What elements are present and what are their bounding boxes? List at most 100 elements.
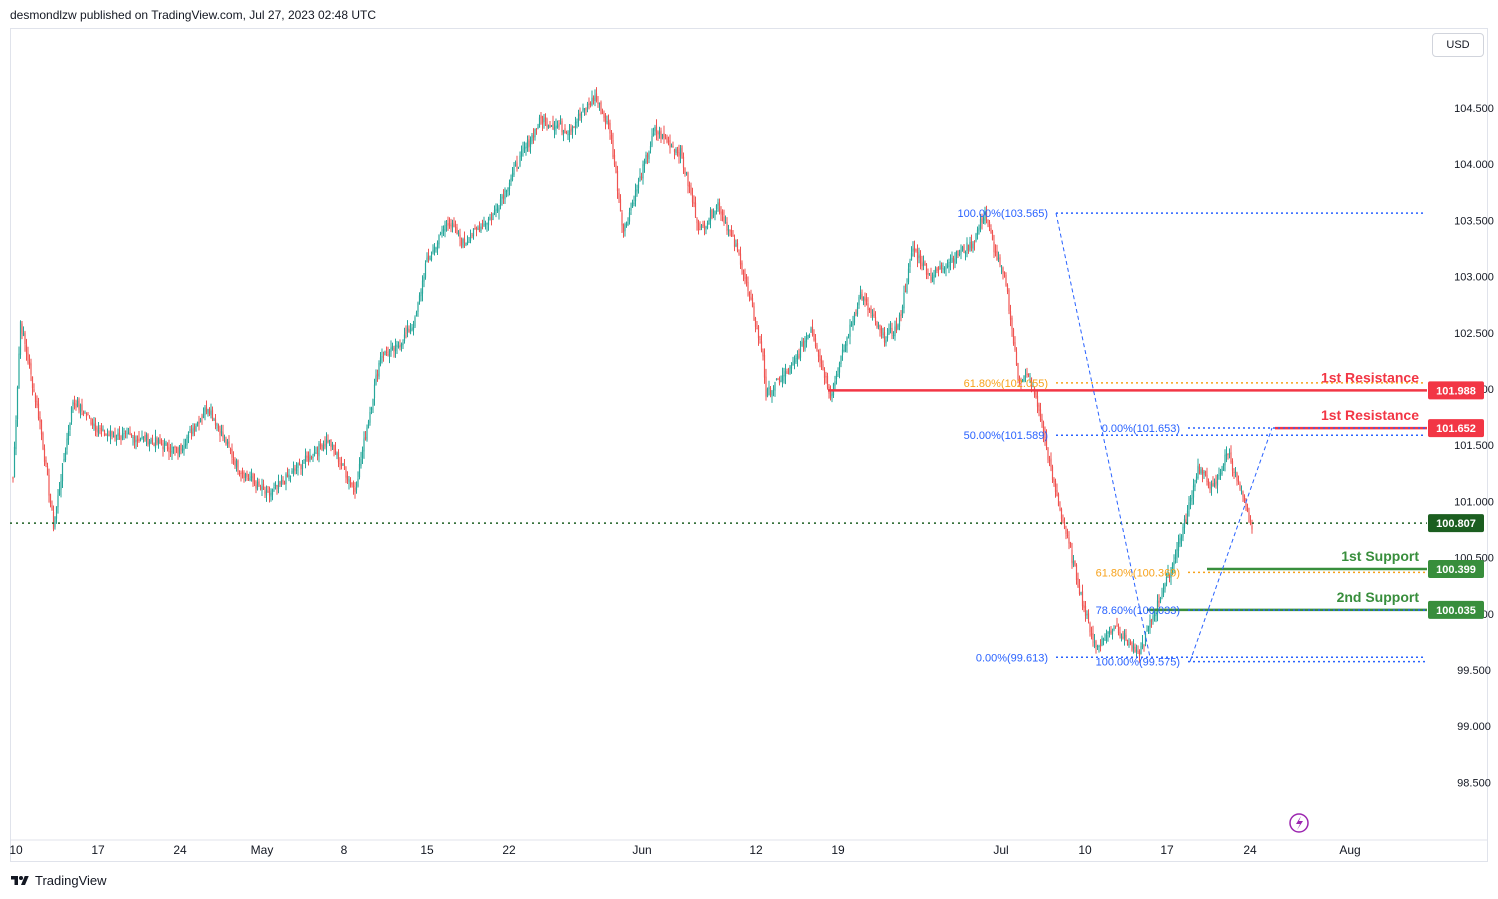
candle-body: [342, 463, 344, 466]
price-label-text: 100.035: [1436, 605, 1476, 617]
candle-body: [529, 140, 532, 148]
candle-body: [439, 232, 442, 234]
candle-body: [378, 362, 380, 377]
candle-body: [870, 308, 872, 314]
candle-body: [1026, 373, 1028, 376]
candle-body: [133, 436, 136, 443]
publisher-caption: desmondlzw published on TradingView.com,…: [10, 8, 376, 22]
candle-body: [715, 205, 718, 209]
candle-body: [1126, 639, 1129, 646]
candle-body: [1024, 375, 1027, 377]
candle-body: [649, 146, 652, 150]
candle-body: [375, 375, 377, 385]
candle-body: [967, 244, 970, 251]
candle-body: [1069, 542, 1072, 548]
candle-body: [673, 149, 676, 152]
candle-body: [592, 97, 595, 102]
candle-body: [183, 446, 185, 451]
candle-body: [51, 505, 53, 511]
candle-body: [334, 449, 337, 455]
fib-trend-line[interactable]: [1189, 427, 1273, 662]
candle-body: [1170, 569, 1172, 578]
candle-body: [973, 242, 976, 244]
candle-body: [1182, 526, 1184, 538]
candle-body: [1066, 534, 1069, 536]
candle-body: [607, 121, 610, 126]
fibonacci-layer: 100.00%(103.565) 61.80%(102.055) 50.00%(10…: [957, 208, 1425, 669]
candle-body: [442, 229, 445, 232]
candle-body: [1135, 649, 1138, 652]
candle-body: [601, 112, 604, 114]
candle-body: [163, 442, 166, 451]
candle-body: [486, 223, 488, 225]
candle-body: [405, 332, 407, 334]
candle-body: [1108, 631, 1111, 634]
candle-body: [583, 108, 586, 111]
candle-body: [243, 472, 245, 479]
fib-level-label: 61.80%(100.369): [1096, 567, 1180, 579]
candle-body: [807, 334, 809, 339]
candle-body: [757, 326, 760, 339]
candle-body: [742, 269, 745, 275]
candle-body: [675, 148, 677, 153]
candle-body: [150, 439, 152, 443]
tradingview-logo-icon: [11, 875, 29, 885]
candle-body: [45, 459, 47, 465]
candle-body: [156, 438, 158, 444]
candle-body: [1023, 376, 1025, 382]
candle-body: [921, 263, 923, 267]
candle-body: [1132, 645, 1135, 649]
footer-brand[interactable]: TradingView: [10, 873, 107, 888]
candle-body: [406, 327, 409, 332]
candle-body: [1243, 495, 1246, 501]
candle-body: [721, 211, 724, 216]
y-tick-label: 104.000: [1454, 159, 1494, 171]
candle-body: [774, 381, 776, 391]
candle-body: [747, 281, 749, 291]
candle-body: [1095, 641, 1097, 648]
candle-body: [861, 293, 863, 300]
candle-body: [1212, 483, 1214, 487]
fib-trend-line[interactable]: [1055, 212, 1151, 658]
fib-level-label: 100.00%(103.565): [957, 208, 1048, 220]
candle-body: [319, 444, 322, 447]
candle-body: [1191, 497, 1193, 499]
candle-body: [555, 125, 557, 129]
x-tick-label: 24: [1243, 843, 1257, 857]
candle-body: [790, 365, 793, 369]
candle-body: [765, 376, 767, 397]
candle-body: [297, 463, 299, 469]
candle-body: [283, 482, 286, 485]
candle-body: [670, 145, 673, 147]
lightning-icon[interactable]: [1289, 813, 1309, 833]
currency-button[interactable]: USD: [1432, 33, 1484, 57]
candle-body: [124, 431, 127, 433]
candle-body: [1104, 639, 1106, 641]
candle-body: [777, 378, 779, 380]
candle-body: [588, 103, 590, 105]
candle-body: [559, 122, 562, 125]
candle-body: [1068, 537, 1070, 544]
candle-body: [688, 185, 691, 188]
candle-body: [411, 327, 413, 331]
candle-body: [841, 349, 844, 356]
candle-body: [36, 400, 38, 406]
candle-body: [328, 439, 331, 442]
candle-body: [277, 480, 280, 490]
candle-body: [657, 132, 659, 135]
candle-body: [364, 437, 367, 439]
candle-body: [664, 138, 667, 140]
candle-body: [501, 196, 503, 200]
candle-body: [82, 412, 85, 415]
candle-body: [732, 235, 734, 237]
candle-body: [1230, 452, 1232, 463]
candle-body: [943, 268, 946, 270]
candle-body: [1246, 507, 1249, 513]
candle-body: [250, 476, 253, 479]
candle-body: [720, 211, 722, 214]
candle-body: [33, 389, 35, 392]
candle-body: [424, 263, 427, 278]
candle-body: [285, 474, 287, 485]
candle-body: [157, 439, 160, 444]
candle-body: [574, 121, 577, 128]
